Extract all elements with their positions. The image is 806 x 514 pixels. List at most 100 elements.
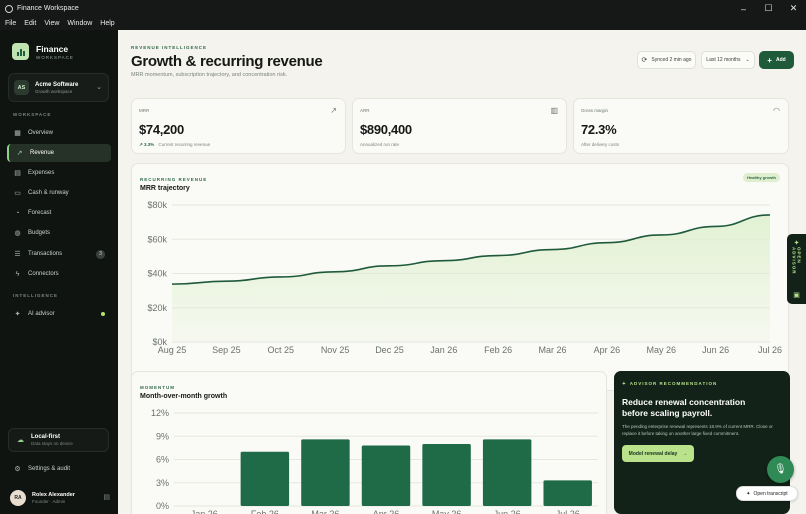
y-tick-label: 6% — [156, 455, 169, 465]
add-button[interactable]: + Add — [759, 51, 794, 69]
sparkle-icon: ✦ — [746, 490, 751, 497]
x-tick-label: May 26 — [432, 509, 462, 514]
open-advisor-label: OPEN ADVISOR — [791, 247, 802, 275]
x-tick-label: Feb 26 — [251, 509, 279, 514]
y-tick-label: $40k — [147, 269, 167, 279]
sidebar-item-label: Cash & runway — [28, 190, 69, 196]
sidebar-item-cash-runway[interactable]: ▭ Cash & runway — [7, 184, 111, 202]
cloud-icon: ☁ — [17, 437, 24, 444]
bar-chart-icon: ▥ — [550, 106, 558, 115]
main-content: REVENUE INTELLIGENCE Growth & recurring … — [118, 30, 806, 514]
kpi-caption: After delivery costs — [581, 142, 620, 147]
brand-name: Finance — [36, 43, 69, 54]
avatar: RA — [10, 490, 26, 506]
close-button[interactable]: ✕ — [789, 3, 798, 13]
card-title: Month-over-month growth — [140, 393, 228, 400]
window-titlebar: Finance Workspace – ☐ ✕ — [0, 0, 806, 17]
workspace-name: Acme Software — [35, 81, 79, 88]
sidebar-item-label: AI advisor — [28, 311, 55, 317]
sidebar-item-budgets[interactable]: ◍ Budgets — [7, 224, 111, 242]
y-tick-label: 9% — [156, 431, 169, 441]
minimize-button[interactable]: – — [740, 3, 746, 14]
x-tick-label: Jul 26 — [556, 509, 580, 514]
maximize-button[interactable]: ☐ — [764, 3, 773, 13]
plus-icon: + — [767, 55, 772, 65]
gear-icon: ⚙ — [14, 466, 21, 473]
sparkle-icon: ✦ — [793, 240, 800, 247]
sidebar-item-ai-advisor[interactable]: ✦ AI advisor — [7, 305, 111, 323]
workspace-switcher[interactable]: AS Acme Software Growth workspace ⌄ — [8, 73, 109, 102]
sidebar-item-label: Overview — [28, 130, 54, 136]
advisor-title: Reduce renewal concentration before scal… — [622, 397, 746, 418]
sidebar-item-forecast[interactable]: ◔ Forecast — [7, 204, 111, 222]
sparkle-icon: ✦ — [14, 311, 21, 318]
y-tick-label: 12% — [151, 408, 169, 418]
sidebar-item-overview[interactable]: ▦ Overview — [7, 124, 111, 142]
advisor-eyebrow-text: ADVISOR RECOMMENDATION — [629, 381, 718, 386]
plug-icon: ϟ — [15, 270, 20, 278]
menu-file[interactable]: File — [5, 20, 17, 27]
transactions-badge: 3 — [96, 249, 105, 259]
x-tick-label: Jul 26 — [758, 345, 782, 355]
x-tick-label: Aug 25 — [158, 345, 187, 355]
user-name: Rolex Alexander — [32, 492, 75, 498]
y-tick-label: $60k — [147, 234, 167, 244]
sidebar-item-label: Transactions — [28, 251, 63, 257]
menu-icon[interactable]: ▤ — [103, 494, 110, 501]
card-eyebrow: MOMENTUM — [140, 385, 175, 390]
menu-help[interactable]: Help — [100, 20, 115, 27]
kpi-value: 72.3% — [581, 122, 617, 137]
budget-icon: ◍ — [14, 230, 21, 237]
kpi-label: ARR — [360, 108, 370, 113]
panel-icon: ▣ — [793, 292, 800, 299]
y-tick-label: $80k — [147, 200, 167, 210]
mrr-chart: $0k $20k $40k $60k $80k Aug 25 Sep 25 Oct 25 Nov… — [147, 200, 782, 355]
brand-subtitle: WORKSPACE — [36, 54, 74, 60]
trend-up-icon: ↗ — [330, 106, 337, 115]
mrr-line — [171, 214, 771, 285]
kpi-caption: Current recurring revenue — [158, 142, 211, 147]
card-eyebrow: RECURRING REVENUE — [140, 177, 208, 182]
sidebar-item-label: Expenses — [28, 170, 55, 176]
sidebar-item-revenue[interactable]: ↗ Revenue — [7, 144, 111, 162]
advisor-body: The pending enterprise renewal represent… — [622, 424, 773, 436]
sidebar-item-settings[interactable]: ⚙ Settings & audit — [7, 460, 111, 478]
date-range-select[interactable]: Last 12 months ⌄ — [701, 51, 755, 69]
menu-edit[interactable]: Edit — [24, 20, 37, 27]
sidebar-item-transactions[interactable]: ☰ Transactions 3 — [7, 245, 111, 263]
microphone-icon: 🎙 — [774, 464, 787, 475]
model-renewal-delay-button[interactable]: Model renewal delay → — [622, 445, 694, 462]
user-profile[interactable]: RA Rolex Alexander Founder · Admin ▤ — [10, 490, 110, 506]
x-tick-label: Apr 26 — [373, 509, 400, 514]
sidebar-item-label: Connectors — [28, 271, 59, 277]
local-first-title: Local-first — [31, 434, 61, 440]
microphone-button[interactable]: 🎙 — [767, 456, 794, 483]
brand-logo-icon — [12, 43, 29, 60]
workspace-avatar: AS — [14, 80, 29, 95]
open-advisor-tab[interactable]: ✦ OPEN ADVISOR ▣ — [787, 234, 806, 304]
add-label: Add — [775, 57, 786, 63]
x-tick-label: Jan 26 — [191, 509, 218, 514]
x-tick-label: Oct 25 — [267, 345, 294, 355]
page-subtitle: MRR momentum, subscription trajectory, a… — [131, 72, 288, 78]
x-tick-label: Mar 26 — [539, 345, 567, 355]
x-tick-label: May 26 — [647, 345, 677, 355]
window-title: Finance Workspace — [17, 5, 79, 12]
page-eyebrow: REVENUE INTELLIGENCE — [131, 45, 208, 50]
local-first-card: ☁ Local-first Data stays on device — [8, 428, 109, 452]
sidebar-item-connectors[interactable]: ϟ Connectors — [7, 265, 111, 283]
x-tick-label: Jun 26 — [494, 509, 521, 514]
mrr-area — [172, 214, 770, 342]
arrow-right-icon: → — [682, 450, 688, 457]
open-transcript-button[interactable]: ✦ Open transcript — [736, 486, 798, 501]
x-tick-label: Feb 26 — [484, 345, 512, 355]
x-tick-label: Dec 25 — [375, 345, 404, 355]
range-label: Last 12 months — [706, 57, 741, 63]
sync-status-button[interactable]: ⟳ Synced 2 min ago — [637, 51, 696, 69]
menu-view[interactable]: View — [44, 20, 60, 27]
menu-window[interactable]: Window — [67, 20, 93, 27]
advisor-cta-label: Model renewal delay — [628, 450, 678, 457]
grid-icon: ▦ — [14, 130, 21, 137]
menu-bar: File Edit View Window Help — [0, 17, 806, 30]
sidebar-item-expenses[interactable]: ▤ Expenses — [7, 164, 111, 182]
